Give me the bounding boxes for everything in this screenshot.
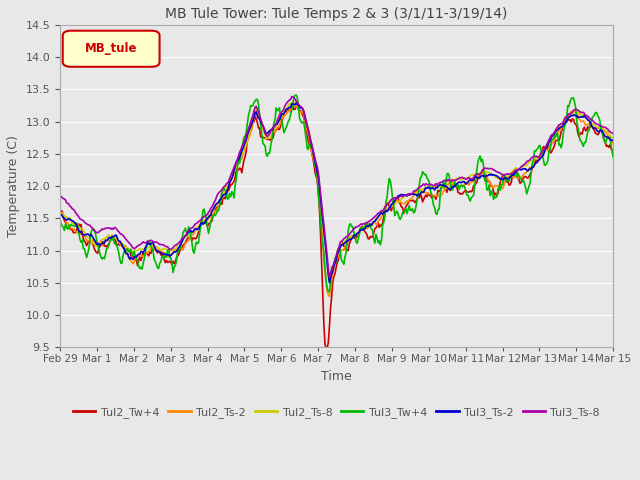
Tul2_Ts-2 [609,141,617,147]
Tul2_Tw+4 [598,129,606,135]
Tul2_Ts-8 [358,227,365,232]
Tul2_Ts-2 [56,210,64,216]
Tul3_Tw+4 [512,171,520,177]
Tul3_Tw+4 [388,185,396,191]
Tul2_Tw+4 [388,208,396,214]
Tul2_Tw+4 [320,321,328,326]
Tul3_Ts-8 [598,124,606,130]
Tul2_Ts-2 [289,101,297,107]
Tul2_Ts-2 [358,227,365,232]
Tul3_Tw+4 [320,250,328,255]
Tul2_Ts-8 [320,228,328,233]
Tul3_Ts-8 [358,221,365,227]
Tul3_Tw+4 [609,155,617,160]
Tul3_Tw+4 [56,215,64,221]
Tul2_Ts-2 [512,174,520,180]
Tul3_Tw+4 [323,286,331,291]
Tul2_Ts-8 [598,126,606,132]
Line: Tul3_Ts-8: Tul3_Ts-8 [60,96,613,277]
Tul2_Tw+4 [322,347,330,352]
Tul2_Tw+4 [358,224,365,230]
Tul3_Ts-2 [609,137,617,143]
Tul3_Ts-8 [288,94,296,99]
Tul2_Ts-2 [598,129,606,134]
Line: Tul2_Ts-2: Tul2_Ts-2 [60,104,613,296]
Tul3_Ts-2 [512,169,520,175]
X-axis label: Time: Time [321,370,352,383]
Legend: Tul2_Tw+4, Tul2_Ts-2, Tul2_Ts-8, Tul3_Tw+4, Tul3_Ts-2, Tul3_Ts-8: Tul2_Tw+4, Tul2_Ts-2, Tul2_Ts-8, Tul3_Tw… [68,403,604,422]
Line: Tul3_Ts-2: Tul3_Ts-2 [60,103,613,283]
Tul2_Ts-8 [323,258,331,264]
Tul3_Ts-8 [326,274,333,280]
Tul3_Ts-8 [609,131,617,137]
Line: Tul2_Tw+4: Tul2_Tw+4 [60,106,613,349]
Tul3_Ts-2 [598,128,606,134]
Tul3_Ts-2 [326,280,333,286]
Tul3_Ts-8 [320,221,328,227]
FancyBboxPatch shape [63,31,159,67]
Tul2_Ts-8 [56,210,64,216]
Tul3_Tw+4 [326,289,333,295]
Title: MB Tule Tower: Tule Temps 2 & 3 (3/1/11-3/19/14): MB Tule Tower: Tule Temps 2 & 3 (3/1/11-… [165,7,508,21]
Tul3_Ts-8 [388,197,396,203]
Tul2_Ts-8 [388,204,396,209]
Tul3_Tw+4 [292,92,300,98]
Tul2_Ts-8 [289,99,297,105]
Tul3_Tw+4 [358,226,365,231]
Tul2_Ts-2 [320,257,328,263]
Tul2_Ts-8 [609,135,617,141]
Tul2_Ts-2 [326,293,333,299]
Tul2_Ts-8 [512,165,520,171]
Tul3_Ts-2 [292,100,300,106]
Tul2_Ts-2 [388,198,396,204]
Tul3_Ts-2 [388,201,396,207]
Tul3_Ts-2 [56,211,64,217]
Tul3_Ts-8 [323,253,331,259]
Tul2_Tw+4 [512,166,520,172]
Tul2_Tw+4 [56,208,64,214]
Tul2_Tw+4 [289,103,297,109]
Tul3_Ts-8 [56,192,64,198]
Tul2_Ts-2 [323,288,331,294]
Tul2_Ts-8 [326,278,333,284]
Line: Tul3_Tw+4: Tul3_Tw+4 [60,95,613,292]
Tul3_Ts-8 [512,168,520,173]
Line: Tul2_Ts-8: Tul2_Ts-8 [60,102,613,281]
Tul3_Ts-2 [358,227,365,232]
Tul3_Ts-2 [323,261,331,267]
Tul3_Ts-2 [320,228,328,234]
Tul2_Tw+4 [324,340,332,346]
Tul2_Tw+4 [609,148,617,154]
Text: MB_tule: MB_tule [85,42,138,55]
Tul3_Tw+4 [598,128,606,134]
Y-axis label: Temperature (C): Temperature (C) [7,135,20,237]
